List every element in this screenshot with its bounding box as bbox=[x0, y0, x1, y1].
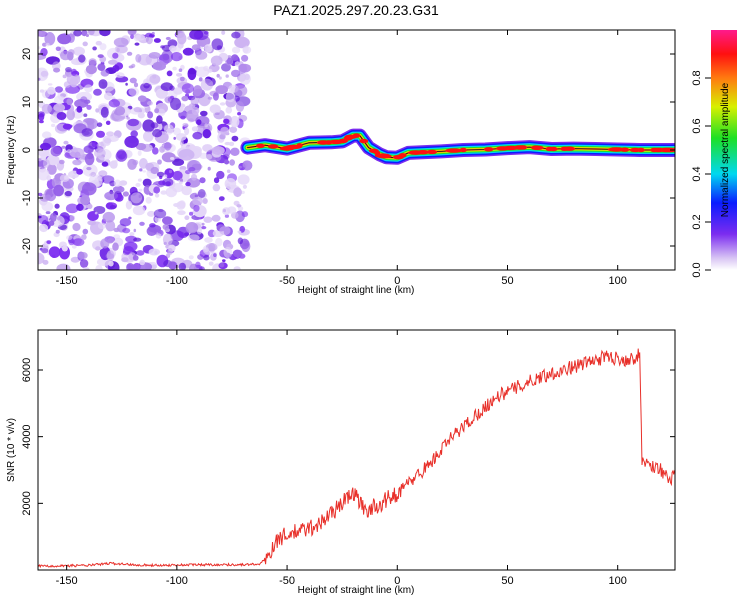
spectrogram-ylabel: Frequency (Hz) bbox=[6, 116, 17, 185]
snr-ylabel: SNR (10 * v/v) bbox=[6, 418, 17, 482]
colorbar-tick-label: 0.4 bbox=[691, 166, 703, 181]
colorbar: 0.0 0.2 0.4 0.6 0.8 Normalized spectral ampl… bbox=[691, 30, 737, 278]
spectrogram-ytick-label: 20 bbox=[21, 48, 33, 60]
spectrogram-xlabel: Height of straight line (km) bbox=[298, 285, 415, 296]
colorbar-gradient bbox=[711, 30, 737, 270]
snr-frame bbox=[37, 329, 676, 571]
spectrogram-xtick-label: 100 bbox=[609, 275, 627, 287]
snr-ytick-label: 4000 bbox=[21, 424, 33, 448]
snr-ytick-label: 6000 bbox=[21, 358, 33, 382]
colorbar-tick-label: 0.8 bbox=[691, 70, 703, 85]
snr-xtick-label: 50 bbox=[501, 575, 513, 587]
snr-xlabel: Height of straight line (km) bbox=[298, 585, 415, 596]
colorbar-tick-label: 0.6 bbox=[691, 118, 703, 133]
snr-xtick-label: 0 bbox=[394, 575, 400, 587]
snr-xtick-label: 100 bbox=[609, 575, 627, 587]
snr-ytick-label: 2000 bbox=[21, 491, 33, 515]
snr-xtick-label: -50 bbox=[279, 575, 295, 587]
spectrogram-ytick-label: 10 bbox=[21, 96, 33, 108]
snr-xtick-label: -150 bbox=[56, 575, 78, 587]
noise-speckle bbox=[38, 30, 253, 270]
colorbar-tick-label: 0.2 bbox=[691, 214, 703, 229]
spectrogram-xtick-label: -150 bbox=[56, 275, 78, 287]
colorbar-label: Normalized spectral amplitude bbox=[720, 82, 731, 217]
spectrogram-ytick-label: 0 bbox=[21, 147, 33, 153]
spectrogram-xtick-label: 0 bbox=[394, 275, 400, 287]
spectrogram-ytick-label: -10 bbox=[21, 190, 33, 206]
chart-title: PAZ1.2025.297.20.23.G31 bbox=[273, 2, 439, 18]
snr-xtick-label: -100 bbox=[166, 575, 188, 587]
colorbar-tick-label: 0.0 bbox=[691, 262, 703, 277]
snr-series-line bbox=[38, 348, 675, 569]
spectrogram-xtick-label: -50 bbox=[279, 275, 295, 287]
signal-ridge bbox=[240, 128, 675, 165]
spectrogram-xtick-label: -100 bbox=[166, 275, 188, 287]
spectrogram-ytick-label: -20 bbox=[21, 238, 33, 254]
snr-panel: -150 -100 -50 0 50 100 2000 4000 6000 Height of … bbox=[6, 329, 676, 596]
spectrogram-xtick-label: 50 bbox=[501, 275, 513, 287]
